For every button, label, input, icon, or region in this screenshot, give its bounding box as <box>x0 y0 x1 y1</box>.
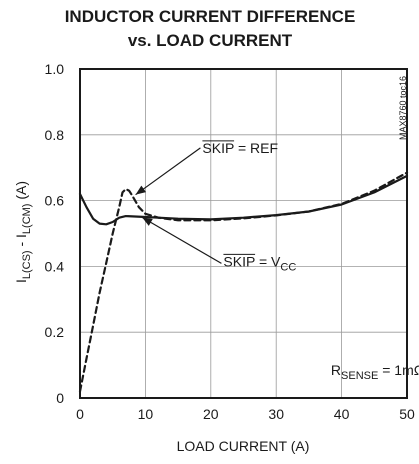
x-tick-label-20: 20 <box>203 406 219 422</box>
x-tick-label-30: 30 <box>268 406 284 422</box>
annotation-skip-vcc-arrowhead <box>142 217 153 226</box>
annotation-skip-ref: SKIP = REF <box>202 140 278 156</box>
annotation-skip-vcc-overbar-text: SKIP <box>223 253 255 269</box>
rsense-annotation: RSENSE = 1mΩ <box>331 362 419 382</box>
rsense-sub: SENSE <box>341 370 378 382</box>
chart-code-label: MAX8760 toc16 <box>398 76 408 140</box>
plot-frame <box>79 68 408 399</box>
y-tick-label-0.2: 0.2 <box>45 324 65 340</box>
x-tick-label-50: 50 <box>399 406 415 422</box>
tick-labels: 0 10 20 30 40 50 0 0.2 0.4 0.6 0.8 1.0 <box>45 61 415 422</box>
x-tick-label-0: 0 <box>76 406 84 422</box>
y-label-sub-2: L(CM) <box>21 204 33 235</box>
series-layer <box>78 171 409 393</box>
annotation-skip-ref-arrowhead <box>135 185 147 195</box>
y-tick-label-0: 0 <box>56 390 64 406</box>
y-label-base-1: I <box>13 279 29 283</box>
annotation-skip-ref-text: = REF <box>234 140 278 156</box>
y-label-mid: - I <box>13 234 29 250</box>
annotation-skip-ref-overbar-text: SKIP <box>202 140 234 156</box>
y-label-sub-1: L(CS) <box>21 250 33 279</box>
annotation-skip-ref-leader <box>135 147 201 196</box>
annotation-skip-vcc-text: = V <box>255 253 281 269</box>
y-tick-label-0.8: 0.8 <box>45 127 65 143</box>
annotation-skip-vcc: SKIP = VCC <box>223 253 296 273</box>
y-tick-label-0.4: 0.4 <box>45 258 65 274</box>
x-axis-label: LOAD CURRENT (A) <box>177 438 310 454</box>
x-tick-label-40: 40 <box>334 406 350 422</box>
chart-title-line-1: INDUCTOR CURRENT DIFFERENCE <box>65 7 356 26</box>
y-tick-label-0.6: 0.6 <box>45 193 65 209</box>
y-tick-label-1: 1.0 <box>45 61 65 77</box>
series-line-1 <box>78 174 409 226</box>
rsense-tail: = 1mΩ <box>378 362 419 378</box>
rsense-base: R <box>331 362 341 378</box>
x-tick-label-10: 10 <box>138 406 154 422</box>
y-label-unit: (A) <box>13 181 29 204</box>
grid-lines <box>79 68 408 399</box>
series-line-2 <box>78 171 409 393</box>
annotation-skip-vcc-subscript: CC <box>280 261 296 273</box>
chart-title: INDUCTOR CURRENT DIFFERENCE vs. LOAD CUR… <box>65 7 356 50</box>
y-axis-label: IL(CS) - IL(CM) (A) <box>13 181 33 283</box>
annotation-skip-vcc-leader <box>141 216 222 264</box>
chart-title-line-2: vs. LOAD CURRENT <box>128 31 293 50</box>
